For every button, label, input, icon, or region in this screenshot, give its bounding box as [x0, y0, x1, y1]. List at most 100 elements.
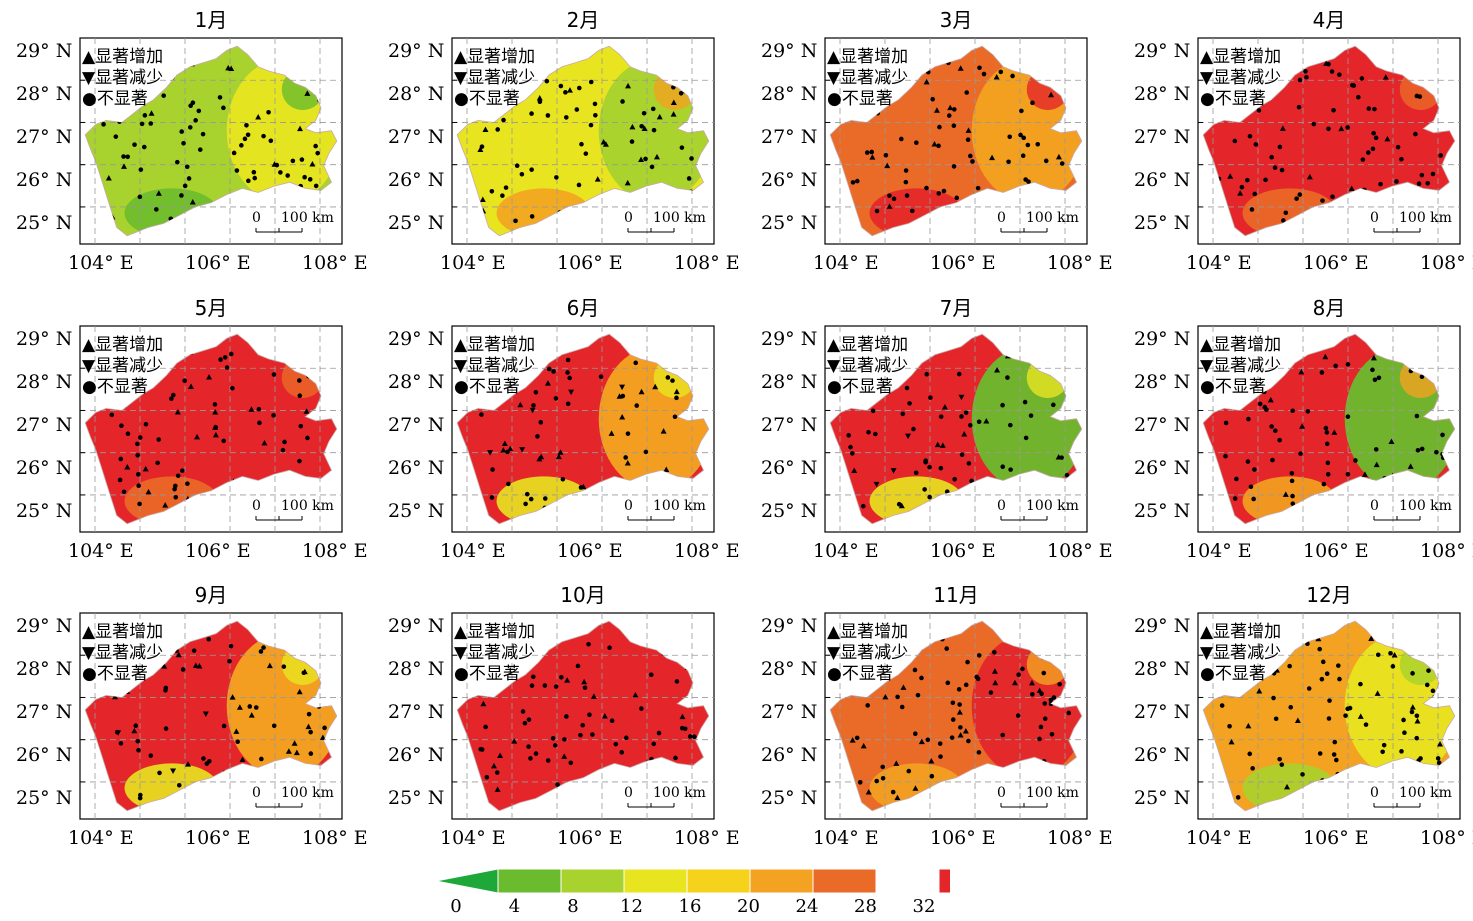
scale-zero: 0 — [624, 498, 633, 514]
insignificant-marker — [579, 141, 584, 147]
lat-label: 29° N — [16, 328, 73, 350]
legend-insignificant: ●不显著 — [454, 377, 520, 397]
insignificant-marker — [1424, 682, 1430, 688]
insignificant-marker — [1064, 472, 1070, 478]
insignificant-marker — [308, 729, 313, 735]
insignificant-marker — [1256, 108, 1262, 113]
insignificant-marker — [142, 113, 148, 118]
legend-decrease: ▼显著减少 — [82, 643, 164, 663]
increase-marker — [1273, 667, 1280, 673]
insignificant-marker — [528, 496, 534, 502]
insignificant-marker — [689, 156, 694, 161]
insignificant-marker — [1039, 691, 1044, 697]
insignificant-marker — [176, 782, 182, 788]
legend-decrease: ▼显著减少 — [82, 68, 164, 88]
lon-label: 106° E — [185, 827, 251, 849]
insignificant-marker — [968, 422, 973, 428]
insignificant-marker — [1041, 670, 1047, 676]
insignificant-marker — [179, 129, 185, 134]
lat-label: 29° N — [1134, 328, 1191, 350]
lon-label: 106° E — [930, 540, 996, 562]
lon-label: 106° E — [1303, 252, 1369, 274]
lat-label: 27° N — [388, 414, 445, 436]
insignificant-marker — [535, 434, 540, 439]
panel-title: 7月 — [939, 296, 973, 320]
insignificant-marker — [1269, 154, 1274, 160]
increase-marker — [1237, 190, 1244, 196]
insignificant-marker — [182, 378, 188, 384]
insignificant-marker — [977, 65, 982, 71]
insignificant-marker — [169, 396, 174, 402]
insignificant-marker — [308, 751, 314, 756]
insignificant-marker — [1327, 698, 1332, 703]
lat-label: 29° N — [388, 615, 445, 637]
insignificant-marker — [1023, 435, 1029, 441]
insignificant-marker — [928, 395, 933, 400]
scale-km: 100 km — [1026, 785, 1079, 801]
insignificant-marker — [136, 483, 141, 489]
insignificant-marker — [673, 755, 678, 761]
province-outline — [829, 45, 1083, 237]
lat-label: 28° N — [16, 658, 73, 680]
insignificant-marker — [651, 127, 657, 133]
insignificant-marker — [157, 770, 162, 776]
insignificant-marker — [1414, 93, 1420, 99]
insignificant-marker — [1248, 484, 1254, 490]
legend-decrease: ▼显著减少 — [1200, 356, 1282, 376]
insignificant-marker — [903, 179, 909, 185]
insignificant-marker — [969, 478, 974, 484]
insignificant-marker — [1365, 150, 1371, 155]
insignificant-marker — [966, 461, 972, 466]
insignificant-marker — [1324, 430, 1330, 435]
colorbar-tick-label: 16 — [678, 896, 702, 917]
increase-marker — [947, 104, 954, 111]
increase-marker — [184, 761, 191, 767]
insignificant-marker — [1430, 171, 1436, 177]
insignificant-marker — [297, 378, 302, 383]
insignificant-marker — [117, 477, 123, 483]
lon-label: 106° E — [185, 252, 251, 274]
insignificant-marker — [533, 751, 539, 756]
increase-marker — [1298, 368, 1305, 375]
insignificant-marker — [520, 709, 526, 714]
map-panel — [79, 325, 343, 533]
insignificant-marker — [1019, 108, 1024, 114]
increase-marker — [939, 442, 946, 448]
insignificant-marker — [613, 741, 619, 747]
insignificant-marker — [141, 144, 147, 150]
increase-marker — [319, 734, 326, 741]
increase-marker — [482, 126, 489, 132]
increase-marker — [261, 439, 268, 446]
insignificant-marker — [944, 489, 950, 494]
scale-zero: 0 — [624, 210, 633, 226]
insignificant-marker — [285, 173, 291, 178]
insignificant-marker — [163, 688, 168, 693]
insignificant-marker — [1253, 142, 1259, 147]
insignificant-marker — [184, 164, 190, 170]
legend-decrease: ▼显著减少 — [827, 643, 909, 663]
insignificant-marker — [575, 663, 581, 669]
decrease-marker — [529, 407, 536, 414]
insignificant-marker — [620, 393, 626, 399]
scale-km: 100 km — [281, 210, 334, 226]
increase-marker — [1409, 704, 1416, 710]
insignificant-marker — [687, 734, 693, 739]
lat-label: 28° N — [388, 658, 445, 680]
insignificant-marker — [1279, 167, 1285, 173]
scale-km: 100 km — [281, 498, 334, 514]
insignificant-marker — [958, 725, 963, 730]
lat-label: 26° N — [388, 744, 445, 766]
lat-label: 27° N — [761, 126, 818, 148]
insignificant-marker — [1257, 401, 1263, 407]
insignificant-marker — [1373, 135, 1379, 141]
lon-label: 104° E — [440, 540, 506, 562]
increase-marker — [175, 651, 182, 658]
insignificant-marker — [1380, 749, 1385, 755]
insignificant-marker — [1372, 106, 1377, 112]
lat-label: 25° N — [761, 500, 818, 522]
increase-marker — [619, 414, 626, 420]
insignificant-marker — [656, 730, 662, 736]
insignificant-marker — [180, 667, 186, 672]
insignificant-marker — [1331, 108, 1336, 113]
insignificant-marker — [1294, 196, 1299, 201]
